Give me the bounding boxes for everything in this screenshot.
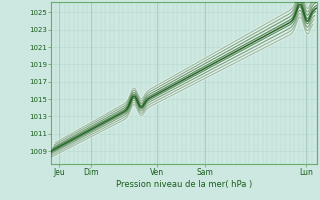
X-axis label: Pression niveau de la mer( hPa ): Pression niveau de la mer( hPa ) xyxy=(116,180,252,189)
